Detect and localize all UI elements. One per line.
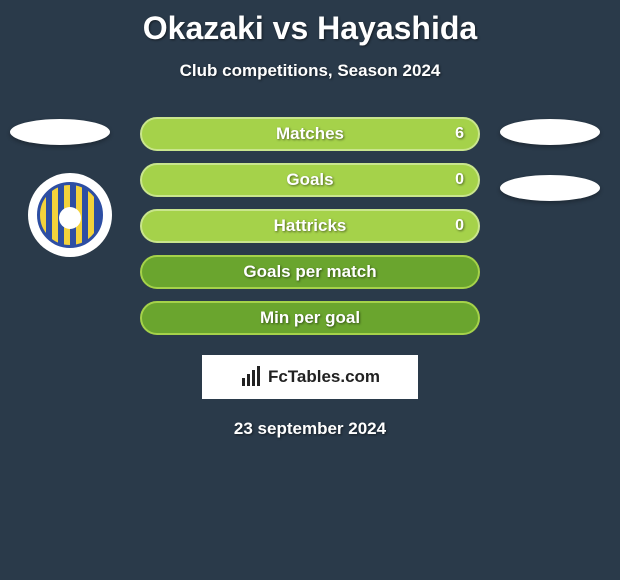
- stat-bar: Min per goal: [140, 301, 480, 335]
- stat-bar-value: 0: [455, 217, 464, 235]
- fctables-text: FcTables.com: [268, 367, 380, 387]
- stat-bar: Matches 6: [140, 117, 480, 151]
- stat-bar-label: Hattricks: [274, 216, 347, 236]
- stat-bar-label: Goals per match: [243, 262, 376, 282]
- date-text: 23 september 2024: [0, 419, 620, 439]
- page-title: Okazaki vs Hayashida: [0, 0, 620, 47]
- subtitle: Club competitions, Season 2024: [0, 61, 620, 81]
- club-badge-icon: [37, 182, 103, 248]
- stat-bar: Goals 0: [140, 163, 480, 197]
- barchart-icon: [240, 366, 262, 388]
- stat-bar-label: Goals: [286, 170, 333, 190]
- player-ellipse-right-mid: [500, 175, 600, 201]
- stat-bar-value: 6: [455, 125, 464, 143]
- stat-bar: Goals per match: [140, 255, 480, 289]
- stat-bar-value: 0: [455, 171, 464, 189]
- stats-bars: Matches 6 Goals 0 Hattricks 0 Goals per match M…: [140, 117, 480, 335]
- stat-bar-label: Matches: [276, 124, 344, 144]
- player-ellipse-right-top: [500, 119, 600, 145]
- fctables-logo[interactable]: FcTables.com: [202, 355, 418, 399]
- stat-bar: Hattricks 0: [140, 209, 480, 243]
- content-area: Matches 6 Goals 0 Hattricks 0 Goals per match M…: [0, 117, 620, 439]
- club-badge: [28, 173, 112, 257]
- player-ellipse-left: [10, 119, 110, 145]
- stat-bar-label: Min per goal: [260, 308, 360, 328]
